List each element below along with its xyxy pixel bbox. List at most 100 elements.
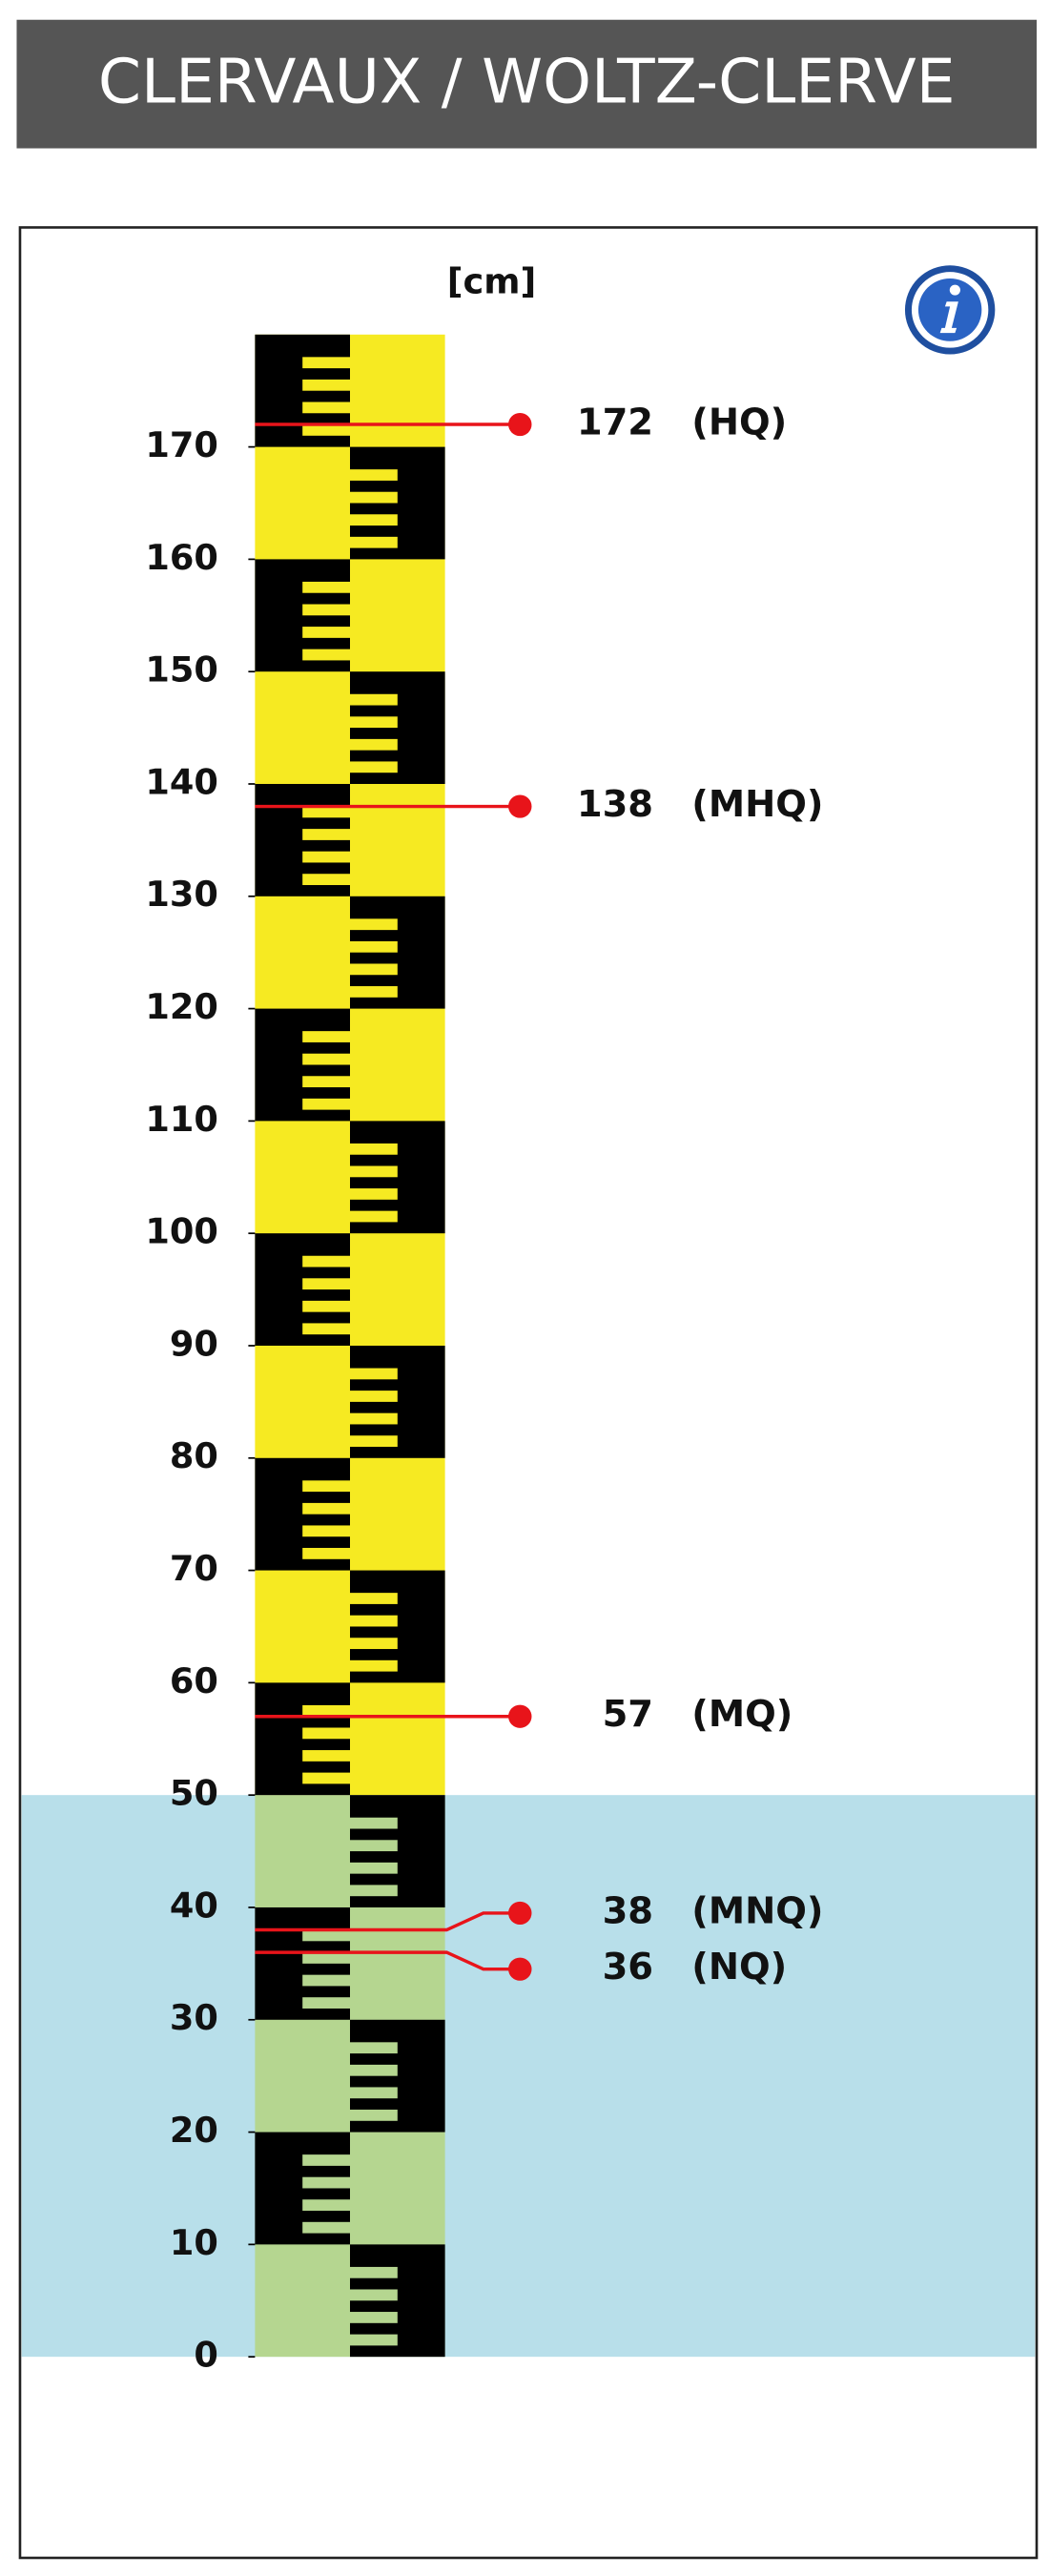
marker-line (255, 1911, 521, 1932)
y-tick-label: 30 (170, 1997, 218, 2038)
staff-notch (350, 1659, 398, 1672)
staff-notch (302, 1974, 350, 1987)
staff-notch (302, 1997, 350, 2009)
staff-notch (350, 1165, 398, 1178)
y-tick-label: 50 (170, 1773, 218, 1814)
y-tick-label: 120 (145, 986, 218, 1027)
staff-notch (302, 1929, 350, 1942)
staff-notch (350, 2312, 398, 2323)
staff-notch (302, 1098, 350, 1110)
staff-notch (350, 761, 398, 773)
marker-dot (508, 1704, 532, 1728)
staff-notch (302, 1255, 350, 1267)
chart-title: CLERVAUX / WOLTZ-CLERVE (98, 47, 956, 118)
staff-notch (350, 693, 398, 706)
staff-notch (302, 581, 350, 593)
marker-name: (MNQ) (691, 1891, 823, 1933)
staff-notch (302, 2154, 350, 2166)
staff-notch (350, 1368, 398, 1380)
staff-notch (302, 1053, 350, 1065)
staff-notch (302, 1502, 350, 1515)
marker-dot (508, 794, 532, 818)
staff-notch (350, 1391, 398, 1402)
staff-notch (302, 874, 350, 886)
staff-notch (302, 1727, 350, 1740)
y-tick-label: 60 (170, 1660, 218, 1701)
staff-notch (302, 2176, 350, 2189)
staff-notch (350, 1840, 398, 1852)
staff-notch (350, 1188, 398, 1200)
staff-notch (302, 2221, 350, 2234)
staff-notch (302, 2199, 350, 2212)
staff-notch (350, 469, 398, 481)
staff-notch (302, 1300, 350, 1312)
staff-notch (350, 738, 398, 751)
header-bar (16, 19, 1038, 149)
y-tick-label: 20 (170, 2110, 218, 2151)
y-tick-label: 130 (145, 874, 218, 915)
staff-notch (350, 1435, 398, 1448)
staff-notch (350, 2266, 398, 2278)
y-tick-label: 70 (170, 1548, 218, 1589)
staff-notch (302, 357, 350, 369)
staff-notch (302, 1750, 350, 1762)
marker-name: (HQ) (691, 402, 787, 444)
staff-notch (350, 918, 398, 931)
marker-dot (508, 1957, 532, 1981)
staff-notch (350, 2087, 398, 2099)
staff-notch (302, 1031, 350, 1042)
marker-value: 172 (577, 402, 653, 444)
staff-notch (350, 491, 398, 504)
staff-notch (350, 2110, 398, 2121)
staff-notch (350, 536, 398, 548)
y-tick-label: 80 (170, 1435, 218, 1476)
staff-notch (350, 514, 398, 526)
marker-name: (MQ) (691, 1694, 793, 1736)
staff-notch (350, 940, 398, 953)
staff-notch (302, 627, 350, 638)
info-icon[interactable] (904, 265, 996, 355)
info-glyph[interactable] (939, 301, 958, 334)
staff-notch (350, 963, 398, 976)
info-dot[interactable] (949, 284, 960, 296)
staff-notch (302, 1076, 350, 1088)
staff-notch (302, 402, 350, 414)
marker-line (255, 1950, 521, 1971)
marker-value: 57 (603, 1694, 653, 1736)
y-tick-label: 40 (170, 1886, 218, 1927)
staff-notch (350, 1143, 398, 1155)
water-area (21, 1795, 1036, 2358)
y-tick-label: 160 (145, 537, 218, 578)
y-tick-label: 10 (170, 2222, 218, 2263)
staff-notch (350, 2064, 398, 2076)
y-tick-label: 140 (145, 762, 218, 803)
marker-dot (508, 412, 532, 437)
staff-notch (302, 379, 350, 391)
staff-notch (350, 1885, 398, 1897)
staff-notch (350, 1817, 398, 1829)
staff-notch (350, 716, 398, 729)
staff-gauge (255, 334, 445, 2358)
staff-notch (350, 1593, 398, 1604)
staff-notch (302, 829, 350, 840)
staff-notch (350, 1862, 398, 1874)
staff-notch (350, 986, 398, 998)
y-tick-label: 90 (170, 1324, 218, 1365)
staff-notch (302, 604, 350, 616)
staff-notch (302, 424, 350, 436)
staff-notch (302, 806, 350, 818)
staff-notch (350, 2289, 398, 2301)
marker-value: 36 (603, 1947, 653, 1989)
marker-value: 38 (603, 1891, 653, 1933)
staff-notch (350, 2334, 398, 2346)
staff-notch (350, 1412, 398, 1425)
marker-name: (MHQ) (691, 784, 823, 826)
staff-notch (302, 1952, 350, 1964)
marker-value: 138 (577, 784, 653, 826)
staff-notch (302, 1480, 350, 1493)
staff-notch (350, 2042, 398, 2054)
staff-notch (302, 1548, 350, 1559)
marker-dot (508, 1901, 532, 1926)
marker-name: (NQ) (691, 1947, 787, 1989)
